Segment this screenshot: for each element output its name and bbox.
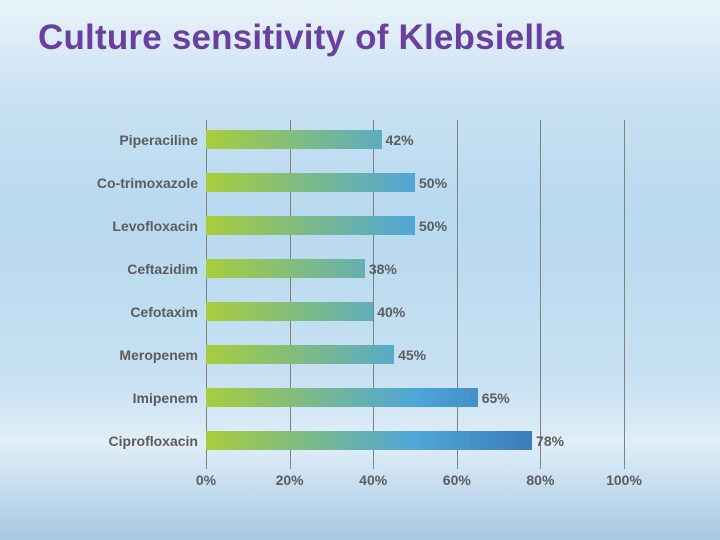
plot-area: 0%20%40%60%80%100% xyxy=(206,120,624,464)
bar xyxy=(206,431,532,450)
value-label: 38% xyxy=(369,262,397,276)
value-label: 50% xyxy=(419,219,447,233)
category-label: Piperaciline xyxy=(28,133,198,147)
chart-title: Culture sensitivity of Klebsiella xyxy=(38,18,564,58)
grid-line xyxy=(540,120,541,464)
grid-line xyxy=(373,120,374,464)
category-label: Co-trimoxazole xyxy=(28,176,198,190)
grid-line xyxy=(624,120,625,464)
grid-line xyxy=(290,120,291,464)
bar xyxy=(206,259,365,278)
x-axis-label: 100% xyxy=(606,472,642,488)
category-label: Meropenem xyxy=(28,348,198,362)
category-label: Ciprofloxacin xyxy=(28,434,198,448)
x-tick xyxy=(624,464,625,469)
value-label: 78% xyxy=(536,434,564,448)
x-axis-label: 80% xyxy=(526,472,554,488)
category-label: Ceftazidim xyxy=(28,262,198,276)
x-axis-label: 20% xyxy=(276,472,304,488)
chart-area: 0%20%40%60%80%100% Piperaciline42%Co-tri… xyxy=(84,120,644,500)
category-label: Cefotaxim xyxy=(28,305,198,319)
x-tick xyxy=(373,464,374,469)
value-label: 50% xyxy=(419,176,447,190)
x-axis-label: 60% xyxy=(443,472,471,488)
category-label: Levofloxacin xyxy=(28,219,198,233)
slide: Culture sensitivity of Klebsiella 0%20%4… xyxy=(0,0,720,540)
value-label: 65% xyxy=(482,391,510,405)
bar xyxy=(206,388,478,407)
x-tick xyxy=(457,464,458,469)
bar xyxy=(206,345,394,364)
category-label: Imipenem xyxy=(28,391,198,405)
x-axis-label: 40% xyxy=(359,472,387,488)
grid-line xyxy=(457,120,458,464)
bar xyxy=(206,173,415,192)
x-tick xyxy=(290,464,291,469)
x-axis-label: 0% xyxy=(196,472,216,488)
grid-line xyxy=(206,120,207,464)
value-label: 45% xyxy=(398,348,426,362)
bar xyxy=(206,130,382,149)
bar xyxy=(206,216,415,235)
value-label: 42% xyxy=(386,133,414,147)
bar xyxy=(206,302,373,321)
x-tick xyxy=(540,464,541,469)
value-label: 40% xyxy=(377,305,405,319)
x-tick xyxy=(206,464,207,469)
